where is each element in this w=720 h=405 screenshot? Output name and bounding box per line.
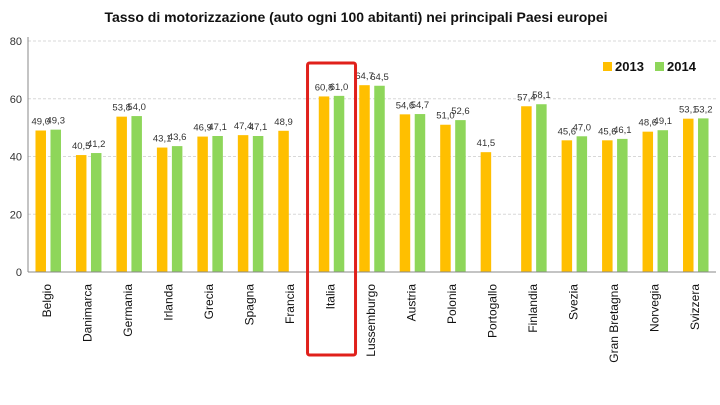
y-tick-label: 40 <box>10 152 22 164</box>
category-label: Belgio <box>40 284 54 318</box>
category-label: Svezia <box>566 284 580 320</box>
data-label: 47,4 <box>234 121 253 132</box>
bar-2013 <box>521 106 532 272</box>
data-label: 43,6 <box>168 132 187 143</box>
bar-2014 <box>252 135 264 272</box>
data-label: 41,5 <box>477 138 496 149</box>
data-label: 57,4 <box>517 92 536 103</box>
bar-2013 <box>683 118 694 272</box>
data-label: 53,8 <box>112 103 131 114</box>
axes: 0 20 40 60 80 <box>10 36 716 279</box>
data-label: 49,1 <box>654 116 673 127</box>
category-label: Austria <box>404 284 418 322</box>
bar-2013 <box>75 155 87 272</box>
bar-2013 <box>359 85 370 273</box>
y-tick-label: 80 <box>10 36 22 48</box>
bar-2013 <box>156 147 168 272</box>
bar-2013 <box>480 152 492 272</box>
data-label: 60,8 <box>315 82 334 93</box>
category-label: Germania <box>121 284 135 337</box>
category-label: Grecia <box>202 284 216 320</box>
data-label: 49,0 <box>31 117 50 128</box>
data-label: 45,6 <box>598 126 617 137</box>
bar-2014 <box>131 116 142 272</box>
legend: 2013 2014 <box>603 59 697 74</box>
data-label: 54,6 <box>396 100 415 111</box>
y-tick-label: 0 <box>16 267 22 279</box>
data-label: 51,0 <box>436 111 455 122</box>
category-label: Polonia <box>445 284 459 324</box>
bar-2013 <box>197 136 208 272</box>
category-label: Irlanda <box>162 284 176 321</box>
value-labels: 49,049,340,541,253,854,043,143,646,947,1… <box>31 71 712 152</box>
data-label: 64,7 <box>355 71 374 82</box>
bar-2014 <box>536 104 547 272</box>
category-label: Spagna <box>243 284 257 326</box>
data-label: 47,0 <box>573 122 592 133</box>
bars <box>35 85 709 273</box>
bar-2013 <box>35 130 46 272</box>
data-label: 49,3 <box>46 116 65 127</box>
y-tick-label: 60 <box>10 94 22 106</box>
bar-2014 <box>455 120 466 273</box>
data-label: 43,1 <box>153 134 172 145</box>
bar-2013 <box>237 135 249 272</box>
data-label: 46,9 <box>193 123 212 134</box>
legend-swatch-2014 <box>655 62 664 71</box>
category-label: Italia <box>324 284 338 310</box>
bar-2014 <box>657 130 669 272</box>
category-label: Francia <box>283 284 297 324</box>
bar-2013 <box>642 131 654 272</box>
bar-2013 <box>440 124 451 272</box>
highlight-box <box>306 61 358 357</box>
category-label: Finlandia <box>526 284 540 333</box>
bar-2013 <box>116 116 127 272</box>
legend-label: 2013 <box>615 59 644 74</box>
bar-2014 <box>212 135 223 272</box>
legend-swatch-2013 <box>603 62 612 71</box>
data-label: 52,6 <box>451 106 470 117</box>
bar-2014 <box>576 136 588 272</box>
data-label: 58,1 <box>532 90 551 101</box>
category-label: Svizzera <box>688 284 702 330</box>
bar-2014 <box>414 114 426 273</box>
bar-2013 <box>399 114 411 272</box>
bar-2014 <box>374 85 385 272</box>
bar-2014 <box>698 118 709 272</box>
data-label: 61,0 <box>330 82 349 93</box>
data-label: 47,1 <box>249 122 268 133</box>
bar-2014 <box>50 129 61 272</box>
bar-2014 <box>333 95 345 272</box>
chart-title: Tasso di motorizzazione (auto ogni 100 a… <box>104 9 607 25</box>
legend-label: 2014 <box>667 59 697 74</box>
category-label: Portogallo <box>485 284 499 338</box>
category-label: Norvegia <box>647 284 661 332</box>
data-label: 54,0 <box>127 102 146 113</box>
data-label: 64,5 <box>370 72 389 83</box>
data-label: 40,5 <box>72 141 91 152</box>
category-label: Danimarca <box>81 284 95 342</box>
bar-2013 <box>278 130 289 272</box>
bar-2013 <box>318 96 330 272</box>
data-label: 46,1 <box>613 125 632 136</box>
bar-2014 <box>90 153 102 272</box>
category-labels: Belgio Danimarca Germania Irlanda Grecia Spag… <box>40 61 702 363</box>
data-label: 53,1 <box>679 105 698 116</box>
category-label: Lussemburgo <box>364 284 378 357</box>
bar-2013 <box>561 140 573 272</box>
data-label: 41,2 <box>87 139 106 150</box>
bar-2014 <box>617 138 628 272</box>
data-label: 53,2 <box>694 104 713 115</box>
data-label: 48,6 <box>639 118 658 129</box>
data-label: 47,1 <box>208 122 227 133</box>
bar-2014 <box>171 146 183 272</box>
data-label: 48,9 <box>274 117 293 128</box>
y-tick-label: 20 <box>10 209 22 221</box>
category-label: Gran Bretagna <box>607 284 621 363</box>
data-label: 45,6 <box>558 126 577 137</box>
data-label: 54,7 <box>411 100 430 111</box>
bar-2013 <box>602 140 613 272</box>
